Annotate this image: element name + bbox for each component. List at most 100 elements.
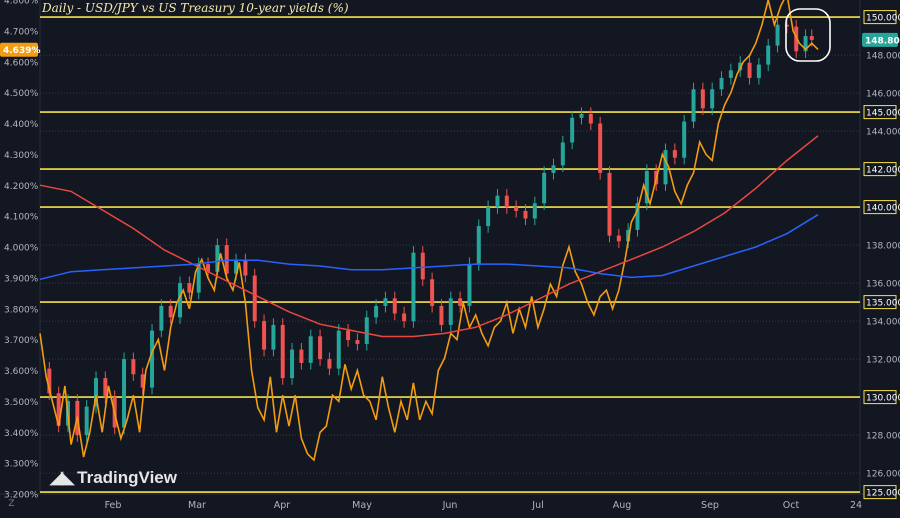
candle-body (560, 142, 565, 166)
level-tick-box (863, 485, 897, 500)
candle-body (84, 406, 89, 436)
candle-body (607, 172, 612, 236)
series-line-1 (39, 135, 819, 338)
level-tick-box (863, 105, 897, 120)
candle-body (411, 252, 416, 322)
candle-body (374, 305, 379, 318)
left-tick-label: 3.700% (4, 336, 39, 346)
candle-body (458, 298, 463, 306)
candle-body (402, 313, 407, 322)
candle-body (663, 150, 668, 185)
candle-body (290, 349, 295, 379)
candle-body (448, 298, 453, 325)
level-tick-box (863, 200, 897, 215)
tradingview-mark-icon: ◢◣ (50, 468, 74, 487)
left-tick-label: 3.400% (4, 429, 39, 439)
right-tick-label: 148.000 (866, 52, 900, 62)
candle-body (299, 349, 304, 363)
highlight-circle (785, 8, 831, 62)
candle-body (719, 77, 724, 90)
candle-body (206, 264, 211, 272)
right-tick-label: 142.000 (866, 166, 900, 176)
candle-body (262, 321, 267, 350)
candle-body (579, 114, 584, 118)
candle-body (532, 203, 537, 219)
x-tick-label: Mar (188, 500, 206, 511)
left-tick-label: 4.100% (4, 213, 39, 223)
candle-body (710, 89, 715, 109)
candle-body (691, 89, 696, 122)
candle-body (187, 283, 192, 293)
right-tick-label: 125.000 (866, 489, 900, 499)
right-tick-label: 146.000 (866, 90, 900, 100)
left-tick-label: 3.900% (4, 274, 39, 284)
candle-body (420, 252, 425, 280)
last-price-label: 148.804 (865, 36, 900, 46)
candle-body (644, 171, 649, 204)
candle-body (672, 150, 677, 158)
candle-body (271, 324, 276, 350)
candle-body (336, 330, 341, 369)
candle-body (318, 336, 323, 360)
left-tick-label: 4.700% (4, 27, 39, 37)
last-yield-badge (0, 42, 38, 57)
candle-body (308, 336, 313, 363)
candle-body (346, 330, 351, 341)
left-tick-label: 4.300% (4, 151, 39, 161)
candle-body (794, 26, 799, 52)
candle-body (784, 24, 789, 27)
candle-body (747, 62, 752, 78)
candle-body (150, 330, 155, 388)
candle-body (467, 264, 472, 306)
candle-body (700, 89, 705, 109)
candle-body (178, 283, 183, 318)
candle-body (803, 36, 808, 52)
candle-body (234, 260, 239, 274)
candle-body (56, 393, 61, 426)
candle-body (542, 172, 547, 204)
candle-body (486, 207, 491, 227)
candle-body (224, 245, 229, 274)
left-tick-label: 3.500% (4, 398, 39, 408)
candle-body (766, 45, 771, 65)
candle-body (215, 245, 220, 272)
chart-title: Daily - USD/JPY vs US Treasury 10-year y… (42, 1, 349, 15)
candle-body (196, 264, 201, 293)
x-tick-label: Feb (105, 500, 122, 511)
candle-body (570, 117, 575, 143)
candle-body (159, 305, 164, 331)
candle-body (635, 203, 640, 230)
series-line-0 (39, 0, 819, 462)
last-price-badge (862, 32, 898, 47)
candle-body (439, 305, 444, 325)
right-tick-label: 150.000 (866, 14, 900, 24)
x-tick-label: Jul (531, 500, 543, 511)
candle-body (728, 70, 733, 78)
candle-body (626, 229, 631, 242)
x-tick-label: Apr (274, 500, 291, 511)
left-tick-label: 4.600% (4, 58, 39, 68)
candle-body (616, 235, 621, 242)
candle-body (243, 260, 248, 276)
series-line-2 (39, 214, 819, 281)
level-tick-box (863, 10, 897, 25)
tradingview-logo: ◢◣ TradingView (50, 468, 177, 488)
candle-body (47, 368, 52, 394)
candle-body (252, 275, 257, 322)
x-tick-label: Jun (442, 500, 458, 511)
right-tick-label: 134.000 (866, 318, 900, 328)
candle-body (140, 374, 145, 388)
x-tick-label: May (352, 500, 372, 511)
level-tick-box (863, 390, 897, 405)
candle-body (598, 123, 603, 173)
x-tick-label: Oct (783, 500, 800, 511)
left-tick-label: 3.800% (4, 305, 39, 315)
candle-body (809, 36, 814, 40)
left-tick-label: 4.200% (4, 182, 39, 192)
right-tick-label: 138.000 (866, 242, 900, 252)
timezone-z-icon[interactable]: Z (8, 499, 15, 509)
left-tick-label: 4.500% (4, 89, 39, 99)
candle-body (364, 317, 369, 344)
